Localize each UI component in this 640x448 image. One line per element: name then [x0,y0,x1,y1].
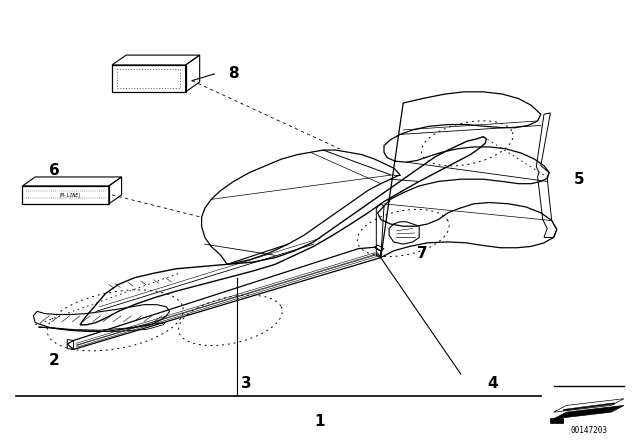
Text: 00147203: 00147203 [570,426,607,435]
Text: 2: 2 [49,353,60,368]
Text: 7: 7 [417,246,428,261]
Text: 5: 5 [574,172,584,187]
Text: 6: 6 [49,163,60,178]
Text: 8: 8 [228,66,239,82]
Text: 3: 3 [241,375,252,391]
Polygon shape [563,403,614,411]
Polygon shape [554,399,624,412]
Text: 1: 1 [315,414,325,429]
Polygon shape [554,405,624,419]
Polygon shape [550,418,563,423]
Text: 4: 4 [488,375,498,391]
Text: |M-LINE|: |M-LINE| [58,192,81,198]
